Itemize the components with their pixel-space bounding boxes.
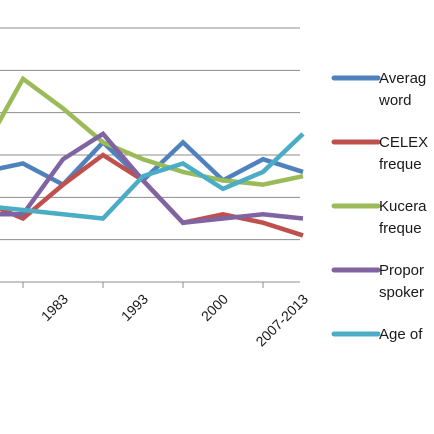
legend-label: freque	[379, 220, 422, 237]
series-line-2	[0, 152, 304, 238]
gridlines	[0, 27, 300, 241]
x-tick-label: 1983	[38, 291, 71, 324]
series-line-4	[0, 130, 304, 226]
legend-label: Propor	[379, 262, 424, 279]
x-axis	[0, 281, 300, 288]
legend-label: spoker	[379, 284, 424, 301]
x-tick-label: 2007-2013	[252, 291, 311, 350]
legend-label: Averag	[379, 70, 426, 87]
legend-label: freque	[379, 156, 422, 173]
legend-label: Age of	[379, 326, 423, 343]
x-tick-label: 1993	[118, 291, 151, 324]
series-line-5	[0, 132, 305, 221]
legend-label: word	[378, 92, 412, 109]
series-lines	[0, 75, 305, 238]
x-tick-label: 2000	[198, 291, 231, 324]
x-tick-labels: 19711983199320002007-2013	[38, 291, 311, 350]
series-line-3	[0, 75, 304, 187]
legend: Averag word CELEX freque Kucera freque Propor s…	[331, 70, 428, 343]
legend-label: CELEX	[379, 134, 428, 151]
legend-label: Kucera	[379, 198, 427, 215]
series-line-1	[0, 139, 304, 188]
